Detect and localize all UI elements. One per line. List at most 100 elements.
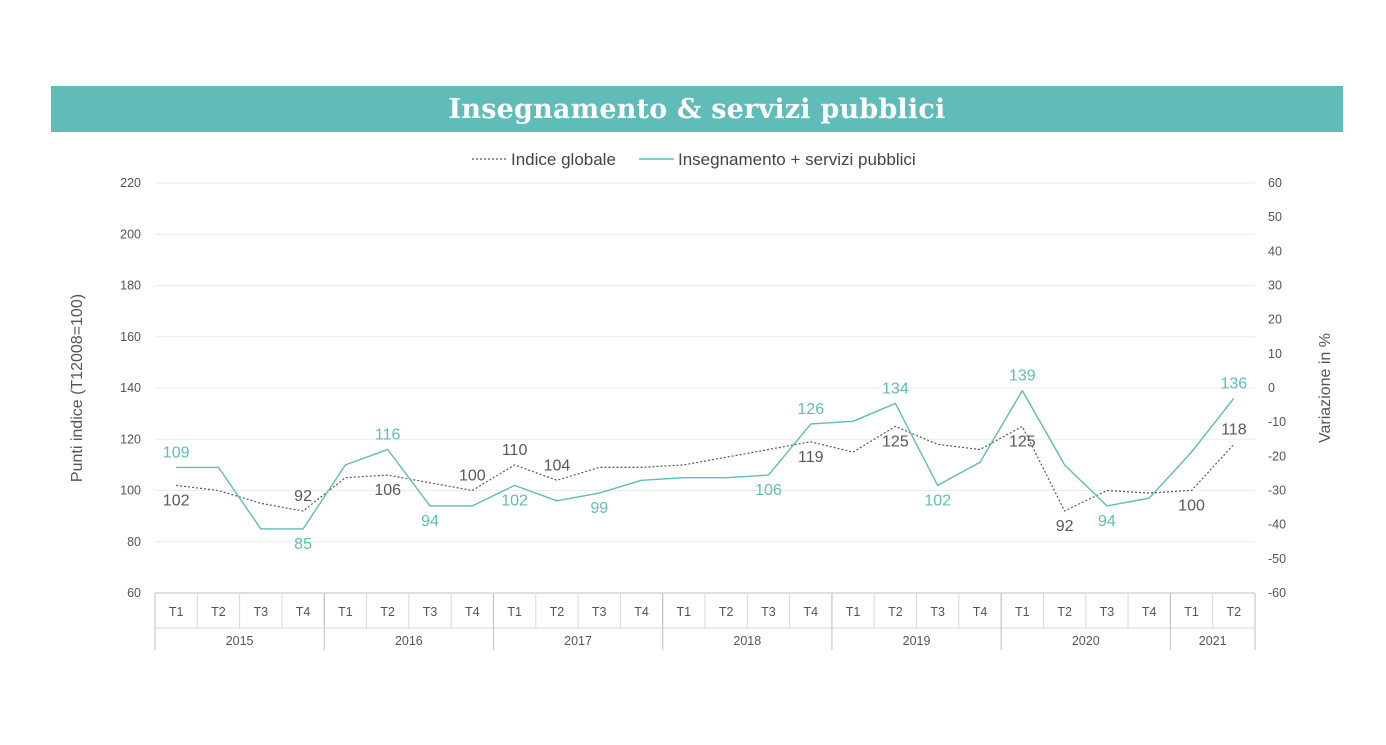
point-indice-globale (259, 502, 262, 505)
y2-tick-label: -20 (1268, 449, 1286, 463)
point-insegnamento (556, 499, 559, 502)
year-label: 2017 (564, 634, 592, 648)
point-indice-globale (1148, 492, 1151, 495)
year-label: 2015 (226, 634, 254, 648)
quarter-label: T2 (211, 605, 226, 619)
y2-tick-label: 30 (1268, 279, 1282, 293)
quarter-label: T4 (296, 605, 311, 619)
point-insegnamento (725, 476, 728, 479)
y2-tick-label: 0 (1268, 381, 1275, 395)
point-insegnamento (598, 492, 601, 495)
y2-tick-label: -30 (1268, 484, 1286, 498)
y-tick-label: 200 (120, 227, 141, 241)
point-indice-globale (556, 479, 559, 482)
point-indice-globale (1190, 489, 1193, 492)
point-indice-globale (302, 510, 305, 513)
quarter-label: T1 (507, 605, 522, 619)
point-insegnamento (259, 528, 262, 531)
y2-tick-label: -60 (1268, 586, 1286, 600)
y2-tick-label: 50 (1268, 210, 1282, 224)
point-insegnamento (1063, 463, 1066, 466)
data-label: 85 (294, 536, 312, 553)
year-label: 2019 (903, 634, 931, 648)
y-axis-label: Punti indice (T12008=100) (69, 294, 86, 482)
point-insegnamento (682, 476, 685, 479)
quarter-label: T1 (169, 605, 184, 619)
point-indice-globale (598, 466, 601, 469)
chart-title-banner: Insegnamento & servizi pubblici (51, 86, 1343, 132)
quarter-label: T2 (1057, 605, 1072, 619)
quarter-label: T1 (846, 605, 861, 619)
point-indice-globale (386, 474, 389, 477)
point-indice-globale (809, 440, 812, 443)
y2-tick-label: 10 (1268, 347, 1282, 361)
y2-tick-label: 40 (1268, 244, 1282, 258)
point-indice-globale (513, 463, 516, 466)
point-insegnamento (1190, 451, 1193, 454)
quarter-label: T4 (803, 605, 818, 619)
point-insegnamento (979, 461, 982, 464)
data-label: 92 (1056, 518, 1074, 535)
data-label: 125 (1009, 433, 1036, 450)
y2-tick-label: 60 (1268, 176, 1282, 190)
point-indice-globale (894, 425, 897, 428)
data-label: 116 (375, 427, 401, 444)
quarter-label: T4 (465, 605, 480, 619)
quarter-label: T4 (1142, 605, 1157, 619)
data-label: 102 (924, 492, 951, 509)
point-indice-globale (682, 463, 685, 466)
quarter-label: T1 (1015, 605, 1030, 619)
year-label: 2020 (1072, 634, 1100, 648)
point-indice-globale (1106, 489, 1109, 492)
point-indice-globale (979, 448, 982, 451)
data-label: 99 (590, 500, 608, 517)
quarter-label: T3 (423, 605, 438, 619)
quarter-label: T2 (719, 605, 734, 619)
data-label: 126 (797, 401, 824, 418)
data-label: 100 (1178, 498, 1205, 515)
legend-label-insegnamento: Insegnamento + servizi pubblici (678, 150, 916, 169)
quarter-label: T4 (973, 605, 988, 619)
point-insegnamento (767, 474, 770, 477)
point-indice-globale (429, 481, 432, 484)
quarter-label: T1 (1184, 605, 1199, 619)
point-insegnamento (471, 504, 474, 507)
data-label: 136 (1220, 375, 1247, 392)
point-insegnamento (1148, 497, 1151, 500)
data-label: 110 (502, 442, 528, 459)
data-label: 102 (163, 492, 190, 509)
y-tick-label: 180 (120, 279, 141, 293)
data-label: 92 (294, 488, 312, 505)
quarter-label: T4 (634, 605, 649, 619)
y-tick-label: 220 (120, 176, 141, 190)
point-indice-globale (640, 466, 643, 469)
series-line-indice-globale (176, 425, 1235, 512)
point-insegnamento (936, 484, 939, 487)
quarter-label: T2 (888, 605, 903, 619)
point-insegnamento (1106, 504, 1109, 507)
quarter-label: T2 (1227, 605, 1242, 619)
y2-axis-label: Variazione in % (1317, 333, 1334, 443)
data-label: 100 (459, 468, 486, 485)
point-indice-globale (217, 489, 220, 492)
point-insegnamento (894, 402, 897, 405)
point-insegnamento (852, 420, 855, 423)
quarter-label: T3 (761, 605, 776, 619)
data-label: 125 (882, 433, 909, 450)
data-label: 104 (544, 457, 571, 474)
point-indice-globale (852, 451, 855, 454)
point-insegnamento (302, 528, 305, 531)
data-label: 94 (421, 513, 439, 530)
quarter-label: T2 (380, 605, 395, 619)
y2-tick-label: -40 (1268, 518, 1286, 532)
year-label: 2018 (733, 634, 761, 648)
data-label: 102 (501, 492, 528, 509)
chart-title: Insegnamento & servizi pubblici (448, 93, 946, 125)
point-indice-globale (936, 443, 939, 446)
y-tick-label: 160 (120, 330, 141, 344)
year-label: 2016 (395, 634, 423, 648)
point-indice-globale (344, 476, 347, 479)
y2-tick-label: 20 (1268, 313, 1282, 327)
point-indice-globale (471, 489, 474, 492)
point-insegnamento (1232, 397, 1235, 400)
